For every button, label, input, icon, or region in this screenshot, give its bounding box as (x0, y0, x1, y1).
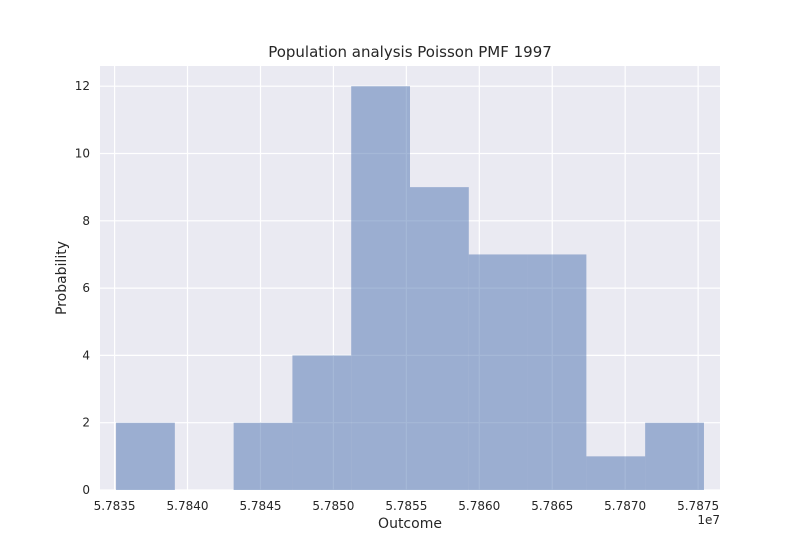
x-tick-label: 5.7840 (167, 499, 209, 513)
y-tick-label: 4 (82, 348, 90, 362)
y-tick-label: 10 (75, 146, 90, 160)
histogram-bar (292, 355, 352, 490)
x-tick-label: 5.7845 (239, 499, 281, 513)
histogram-bar (116, 422, 175, 490)
x-tick-label: 5.7865 (531, 499, 573, 513)
x-tick-label: 5.7850 (312, 499, 354, 513)
x-tick-label: 5.7870 (604, 499, 646, 513)
x-tick-label: 5.7855 (385, 499, 427, 513)
y-tick-label: 6 (82, 281, 90, 295)
histogram-bar (527, 254, 587, 490)
histogram-bar (468, 254, 528, 490)
x-tick-label: 5.7875 (677, 499, 719, 513)
histogram-bar (645, 422, 704, 490)
x-tick-labels: 5.7835 5.7840 5.7845 5.7850 5.7855 5.7860 5.78… (94, 499, 720, 513)
y-tick-labels: 0 2 4 6 8 10 12 (75, 79, 90, 497)
y-tick-label: 0 (82, 483, 90, 497)
x-offset-label: 1e7 (697, 513, 720, 527)
y-axis-label: Probability (54, 241, 70, 315)
histogram-bar (351, 86, 410, 490)
histogram-bar (410, 187, 469, 490)
bars (116, 86, 704, 490)
histogram-bar (586, 456, 646, 490)
y-tick-label: 8 (82, 214, 90, 228)
x-tick-label: 5.7835 (94, 499, 136, 513)
y-tick-label: 12 (75, 79, 90, 93)
x-axis-label: Outcome (378, 516, 442, 532)
x-tick-label: 5.7860 (458, 499, 500, 513)
chart-title: Population analysis Poisson PMF 1997 (268, 43, 552, 61)
histogram-bar (233, 422, 293, 490)
y-tick-label: 2 (82, 416, 90, 430)
